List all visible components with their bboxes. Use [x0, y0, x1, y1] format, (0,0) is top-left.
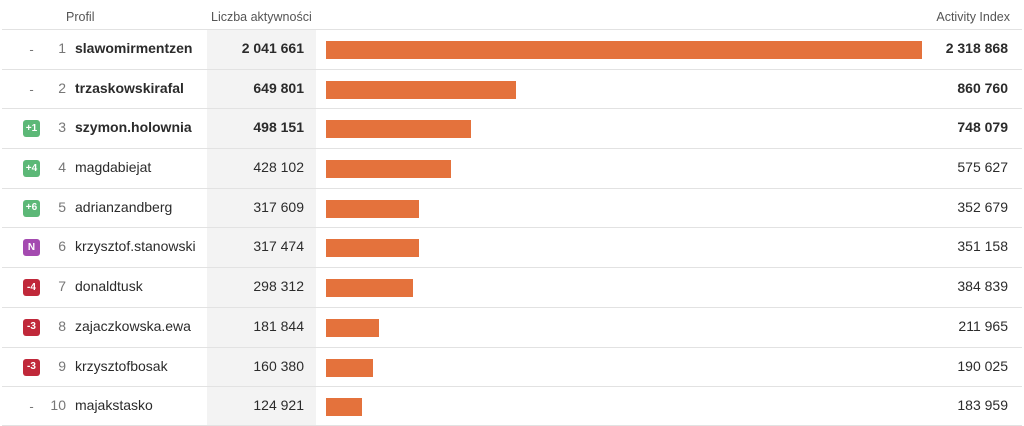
table-row[interactable]: -3 8 zajaczkowska.ewa 181 844 211 965	[2, 306, 1022, 347]
rank-number: 1	[58, 40, 66, 56]
trend-badge: -	[29, 399, 34, 415]
trend-badge: -	[29, 42, 34, 57]
activity-bar	[326, 199, 419, 218]
bar-track	[326, 239, 924, 258]
activity-count: 317 609	[253, 198, 304, 215]
activity-count: 317 474	[253, 238, 304, 255]
activity-count: 498 151	[253, 119, 304, 136]
bar-track	[326, 358, 924, 377]
header-activity-index[interactable]: Activity Index	[936, 10, 1010, 24]
table-row[interactable]: +6 5 adrianzandberg 317 609 352 679	[2, 187, 1022, 228]
profile-name[interactable]: krzysztof.stanowski	[75, 238, 196, 255]
table-row[interactable]: - 2 trzaskowskirafal 649 801 860 760	[2, 68, 1022, 109]
activity-bar	[326, 358, 373, 377]
trend-badge: -4	[23, 279, 40, 297]
bar-track	[326, 279, 924, 298]
activity-bar	[326, 120, 471, 139]
trend-badge: -	[29, 81, 34, 97]
profile-name[interactable]: magdabiejat	[75, 159, 152, 176]
profile-name[interactable]: trzaskowskirafal	[75, 79, 184, 96]
table-row[interactable]: N 6 krzysztof.stanowski 317 474 351 158	[2, 227, 1022, 267]
activity-bar	[326, 318, 379, 337]
activity-bar	[326, 80, 516, 99]
trend-badge: +1	[23, 120, 40, 138]
profile-name[interactable]: adrianzandberg	[75, 198, 173, 215]
rank-number: 3	[58, 119, 66, 136]
header-liczba-aktywnosci[interactable]: Liczba aktywności	[211, 10, 312, 24]
bar-track	[326, 41, 924, 59]
activity-count: 649 801	[253, 79, 304, 96]
activity-count: 2 041 661	[241, 40, 304, 56]
bar-track	[326, 80, 924, 99]
table-row[interactable]: - 1 slawomirmentzen 2 041 661 2 318 868	[2, 29, 1022, 69]
rank-number: 8	[58, 317, 66, 334]
profile-name[interactable]: krzysztofbosak	[75, 357, 168, 374]
bar-track	[326, 160, 924, 179]
header-trend[interactable]: Trend	[3, 13, 32, 25]
table-header: Trend Profil Liczba aktywności Activity …	[0, 0, 1024, 34]
bar-track	[326, 199, 924, 218]
rank-number: 9	[58, 357, 66, 374]
activity-bar	[326, 160, 451, 179]
header-profil[interactable]: Profil	[66, 10, 95, 24]
rank-number: 10	[50, 397, 66, 414]
activity-index-value: 575 627	[957, 159, 1008, 176]
activity-count: 124 921	[253, 397, 304, 414]
activity-count: 181 844	[253, 317, 304, 334]
activity-bar	[326, 398, 362, 417]
activity-count: 298 312	[253, 278, 304, 295]
table-row[interactable]: -3 9 krzysztofbosak 160 380 190 025	[2, 346, 1022, 387]
activity-index-value: 2 318 868	[945, 40, 1008, 56]
rank-number: 2	[58, 79, 66, 96]
profile-name[interactable]: majakstasko	[75, 397, 153, 414]
activity-index-value: 190 025	[957, 357, 1008, 374]
trend-badge: -3	[23, 358, 40, 376]
ranking-table: - 1 slawomirmentzen 2 041 661 2 318 868 - 2 trz…	[0, 29, 1024, 426]
profile-name[interactable]: szymon.holownia	[75, 119, 192, 136]
activity-index-value: 183 959	[957, 397, 1008, 414]
activity-bar	[326, 41, 922, 59]
bar-track	[326, 120, 924, 139]
profile-name[interactable]: slawomirmentzen	[75, 40, 193, 56]
trend-badge: N	[23, 239, 40, 257]
activity-index-value: 860 760	[957, 79, 1008, 96]
rank-number: 7	[58, 278, 66, 295]
rank-number: 5	[58, 198, 66, 215]
activity-index-value: 748 079	[957, 119, 1008, 136]
table-row[interactable]: +4 4 magdabiejat 428 102 575 627	[2, 148, 1022, 188]
table-row[interactable]: -10 majakstasko 124 921 183 959	[2, 386, 1022, 426]
rank-number: 4	[58, 159, 66, 176]
activity-index-value: 351 158	[957, 238, 1008, 255]
activity-count: 160 380	[253, 357, 304, 374]
activity-bar	[326, 279, 413, 298]
bar-track	[326, 398, 924, 417]
activity-index-value: 352 679	[957, 198, 1008, 215]
profile-name[interactable]: donaldtusk	[75, 278, 143, 295]
activity-count: 428 102	[253, 159, 304, 176]
trend-badge: +4	[23, 160, 40, 178]
activity-index-value: 384 839	[957, 278, 1008, 295]
activity-bar	[326, 239, 419, 258]
table-row[interactable]: -4 7 donaldtusk 298 312 384 839	[2, 267, 1022, 307]
trend-badge: +6	[23, 199, 40, 217]
activity-index-value: 211 965	[958, 317, 1008, 334]
rank-number: 6	[58, 238, 66, 255]
trend-badge: -3	[23, 318, 40, 336]
table-row[interactable]: +1 3 szymon.holownia 498 151 748 079	[2, 108, 1022, 148]
profile-name[interactable]: zajaczkowska.ewa	[75, 317, 191, 334]
bar-track	[326, 318, 924, 337]
